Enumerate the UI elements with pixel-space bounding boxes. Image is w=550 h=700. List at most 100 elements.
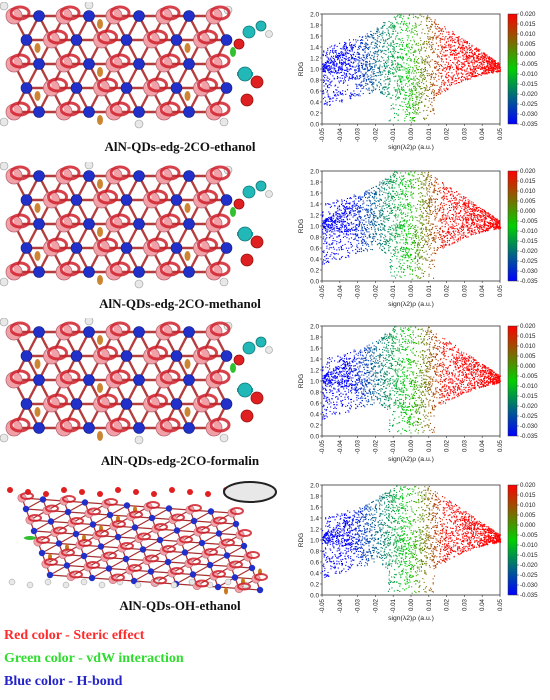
rdg-point bbox=[447, 187, 449, 189]
rdg-point bbox=[412, 175, 414, 177]
rdg-point bbox=[341, 64, 343, 66]
rdg-point bbox=[380, 74, 382, 76]
rdg-point bbox=[326, 51, 328, 53]
rdg-point bbox=[395, 30, 397, 32]
rdg-point bbox=[344, 62, 346, 64]
rdg-point bbox=[428, 73, 430, 75]
rdg-point bbox=[327, 57, 329, 59]
rdg-point bbox=[479, 65, 481, 67]
rdg-point bbox=[409, 183, 411, 185]
rdg-point bbox=[442, 68, 444, 70]
rdg-point bbox=[490, 67, 492, 69]
rdg-point bbox=[368, 79, 370, 81]
rdg-point bbox=[409, 47, 411, 49]
rdg-point bbox=[323, 70, 325, 72]
rdg-point bbox=[412, 32, 414, 34]
rdg-point bbox=[471, 216, 473, 218]
rdg-point bbox=[355, 252, 357, 254]
rdg-point bbox=[367, 210, 369, 212]
rdg-point bbox=[469, 216, 471, 218]
rdg-point bbox=[389, 207, 391, 209]
rdg-point bbox=[431, 70, 433, 72]
rdg-point bbox=[445, 87, 447, 89]
rdg-point bbox=[324, 239, 326, 241]
rdg-point bbox=[435, 237, 437, 239]
rdg-point bbox=[444, 214, 446, 216]
rdg-point bbox=[383, 65, 385, 67]
rdg-point bbox=[349, 218, 351, 220]
rdg-point bbox=[421, 199, 423, 201]
rdg-spike-point bbox=[398, 76, 400, 78]
rdg-point bbox=[366, 224, 368, 226]
rdg-point bbox=[339, 62, 341, 64]
rdg-point bbox=[489, 66, 491, 68]
rdg-point bbox=[342, 54, 344, 56]
rdg-point bbox=[362, 39, 364, 41]
x-tick-label: 0.01 bbox=[426, 127, 433, 140]
rdg-point bbox=[491, 219, 493, 221]
rdg-point bbox=[384, 243, 386, 245]
rdg-point bbox=[468, 214, 470, 216]
rdg-point bbox=[431, 228, 433, 230]
rdg-point bbox=[411, 70, 413, 72]
rdg-point bbox=[351, 57, 353, 59]
rdg-spike-point bbox=[404, 94, 406, 96]
rdg-point bbox=[413, 226, 415, 228]
rdg-point bbox=[354, 233, 356, 235]
rdg-point bbox=[335, 253, 337, 255]
rdg-point bbox=[448, 227, 450, 229]
rdg-point bbox=[373, 239, 375, 241]
rdg-point bbox=[401, 21, 403, 23]
rdg-point bbox=[334, 230, 336, 232]
rdg-point bbox=[463, 56, 465, 58]
rdg-point bbox=[342, 205, 344, 207]
rdg-point bbox=[460, 79, 462, 81]
rdg-point bbox=[415, 67, 417, 69]
rdg-point bbox=[473, 224, 475, 226]
rdg-point bbox=[406, 251, 408, 253]
rdg-point bbox=[470, 232, 472, 234]
rdg-point bbox=[454, 220, 456, 222]
rdg-point bbox=[337, 77, 339, 79]
rdg-point bbox=[486, 228, 488, 230]
rdg-point bbox=[426, 62, 428, 64]
rdg-point bbox=[335, 221, 337, 223]
rdg-point bbox=[338, 235, 340, 237]
rdg-point bbox=[363, 68, 365, 70]
rdg-point bbox=[458, 36, 460, 38]
rdg-point bbox=[326, 54, 328, 56]
rdg-spike-point bbox=[412, 103, 414, 105]
rdg-point bbox=[393, 72, 395, 74]
rdg-point bbox=[339, 54, 341, 56]
rdg-point bbox=[488, 228, 490, 230]
rdg-point bbox=[400, 86, 402, 88]
rdg-point bbox=[453, 237, 455, 239]
rdg-point bbox=[382, 228, 384, 230]
rdg-point bbox=[442, 230, 444, 232]
rdg-point bbox=[415, 16, 417, 18]
rdg-point bbox=[428, 56, 430, 58]
rdg-point bbox=[370, 67, 372, 69]
rdg-point bbox=[353, 39, 355, 41]
rdg-point bbox=[497, 67, 499, 69]
rdg-point bbox=[403, 20, 405, 22]
rdg-point bbox=[354, 73, 356, 75]
rdg-point bbox=[449, 233, 451, 235]
rdg-point bbox=[462, 73, 464, 75]
n-atom bbox=[220, 34, 233, 46]
rdg-point bbox=[408, 89, 410, 91]
rdg-point bbox=[377, 205, 379, 207]
rdg-point bbox=[447, 38, 449, 40]
rdg-point bbox=[340, 68, 342, 70]
rdg-point bbox=[438, 208, 440, 210]
rdg-point bbox=[428, 234, 430, 236]
rdg-point bbox=[476, 48, 478, 50]
rdg-point bbox=[424, 63, 426, 65]
rdg-point bbox=[424, 41, 426, 43]
rdg-spike-point bbox=[389, 97, 391, 99]
rdg-point bbox=[359, 45, 361, 47]
rdg-point bbox=[443, 218, 445, 220]
rdg-point bbox=[394, 232, 396, 234]
rdg-point bbox=[430, 48, 432, 50]
steric-ring bbox=[159, 5, 181, 21]
